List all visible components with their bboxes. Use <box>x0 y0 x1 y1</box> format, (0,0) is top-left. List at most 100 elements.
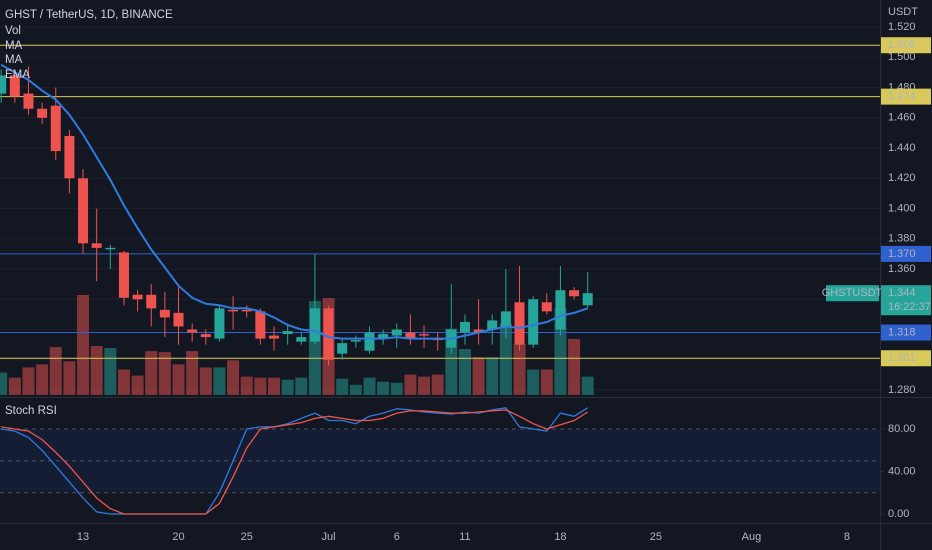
candle-body <box>459 321 470 333</box>
y-tick-label: 1.460 <box>888 112 916 124</box>
volume-bar <box>186 351 199 395</box>
volume-bar <box>172 364 185 395</box>
volume-bar <box>145 351 158 395</box>
volume-bar <box>104 348 117 395</box>
price-line-label: 1.370 <box>888 248 916 260</box>
candle-body <box>419 334 430 336</box>
volume-bar <box>0 372 8 395</box>
volume-bar <box>568 338 581 395</box>
price-line-badge <box>881 37 931 54</box>
indicator-label: MA <box>5 40 23 52</box>
price-line-badge <box>881 245 931 262</box>
candle-body <box>228 309 239 312</box>
candle-body <box>350 340 361 342</box>
x-tick-label: 6 <box>394 531 400 543</box>
indicator-label: MA <box>5 54 23 66</box>
volume-bar <box>240 376 253 395</box>
price-line-label: 1.318 <box>888 326 916 338</box>
price-line-label: 1.508 <box>888 39 916 51</box>
candle-body <box>105 247 116 250</box>
volume-bar <box>158 352 171 395</box>
symbol-badge <box>826 285 879 302</box>
volume-bar <box>295 377 308 395</box>
volume-bar <box>131 375 144 395</box>
stoch-title: Stoch RSI <box>5 405 57 417</box>
candle-body <box>78 178 89 244</box>
x-tick-label: 13 <box>77 531 89 543</box>
y-tick-label: 1.280 <box>888 384 916 396</box>
volume-bar <box>527 369 540 395</box>
volume-bar <box>213 367 226 395</box>
candle-body <box>159 309 170 318</box>
y-tick-label: 1.420 <box>888 172 916 184</box>
candle-body <box>541 302 552 312</box>
volume-bar <box>227 360 240 395</box>
candle-body <box>200 334 211 338</box>
candle-body <box>132 294 143 300</box>
candle-body <box>64 135 75 179</box>
candle-body <box>9 75 20 97</box>
current-price-badge <box>881 285 931 316</box>
candle-body <box>487 320 498 330</box>
x-tick-label: 25 <box>241 531 253 543</box>
volume-bar <box>486 357 499 395</box>
volume-bar <box>390 382 403 395</box>
volume-bar <box>513 343 526 395</box>
y-tick-label: 1.520 <box>888 21 916 33</box>
y-tick-label: 1.400 <box>888 202 916 214</box>
candle-body <box>405 332 416 339</box>
candle-body <box>555 290 566 330</box>
candle-body <box>391 329 402 336</box>
candle-body <box>214 308 225 339</box>
candle-body <box>309 308 320 342</box>
candle-body <box>296 337 307 342</box>
candle-body <box>91 243 102 248</box>
y-tick-label: 1.440 <box>888 142 916 154</box>
candle-body <box>514 302 525 345</box>
candle-body <box>37 108 48 118</box>
candle-body <box>255 311 266 339</box>
volume-bar <box>472 357 485 395</box>
x-tick-label: Jul <box>322 531 336 543</box>
y-tick-label: 1.380 <box>888 233 916 245</box>
volume-bar <box>281 379 294 395</box>
candle-body <box>473 329 484 333</box>
volume-bar <box>499 323 512 395</box>
candle-body <box>323 308 334 360</box>
volume-bar <box>268 377 280 395</box>
volume-bar <box>363 377 376 395</box>
candle-body <box>146 294 157 309</box>
indicator-label: EMA <box>5 69 30 81</box>
volume-bar <box>90 346 103 395</box>
volume-bar <box>254 377 267 395</box>
volume-bar <box>22 367 35 395</box>
volume-bar <box>36 364 49 395</box>
volume-bar <box>63 361 76 395</box>
ema-line <box>0 64 589 340</box>
price-line-label: 1.301 <box>888 352 916 364</box>
volume-bar <box>377 381 390 395</box>
candle-body <box>241 309 252 312</box>
candle-body <box>337 343 348 354</box>
candle-body <box>187 329 198 333</box>
volume-bar <box>349 384 362 395</box>
y-tick-label: 0.00 <box>888 508 909 520</box>
candle-body <box>569 290 580 297</box>
price-line-badge <box>881 350 931 367</box>
candle-body <box>582 293 593 306</box>
price-line-badge <box>881 324 931 341</box>
x-tick-label: 8 <box>844 531 850 543</box>
candle-body <box>50 105 61 152</box>
stoch-line <box>1 409 589 515</box>
volume-bar <box>540 369 553 395</box>
price-line-badge <box>881 88 931 105</box>
volume-bar <box>199 367 212 395</box>
volume-bar <box>418 376 431 395</box>
volume-bar <box>49 347 62 395</box>
x-tick-label: 11 <box>459 531 470 543</box>
volume-bar <box>336 378 349 395</box>
candle-body <box>282 331 293 335</box>
volume-bar <box>8 377 21 395</box>
